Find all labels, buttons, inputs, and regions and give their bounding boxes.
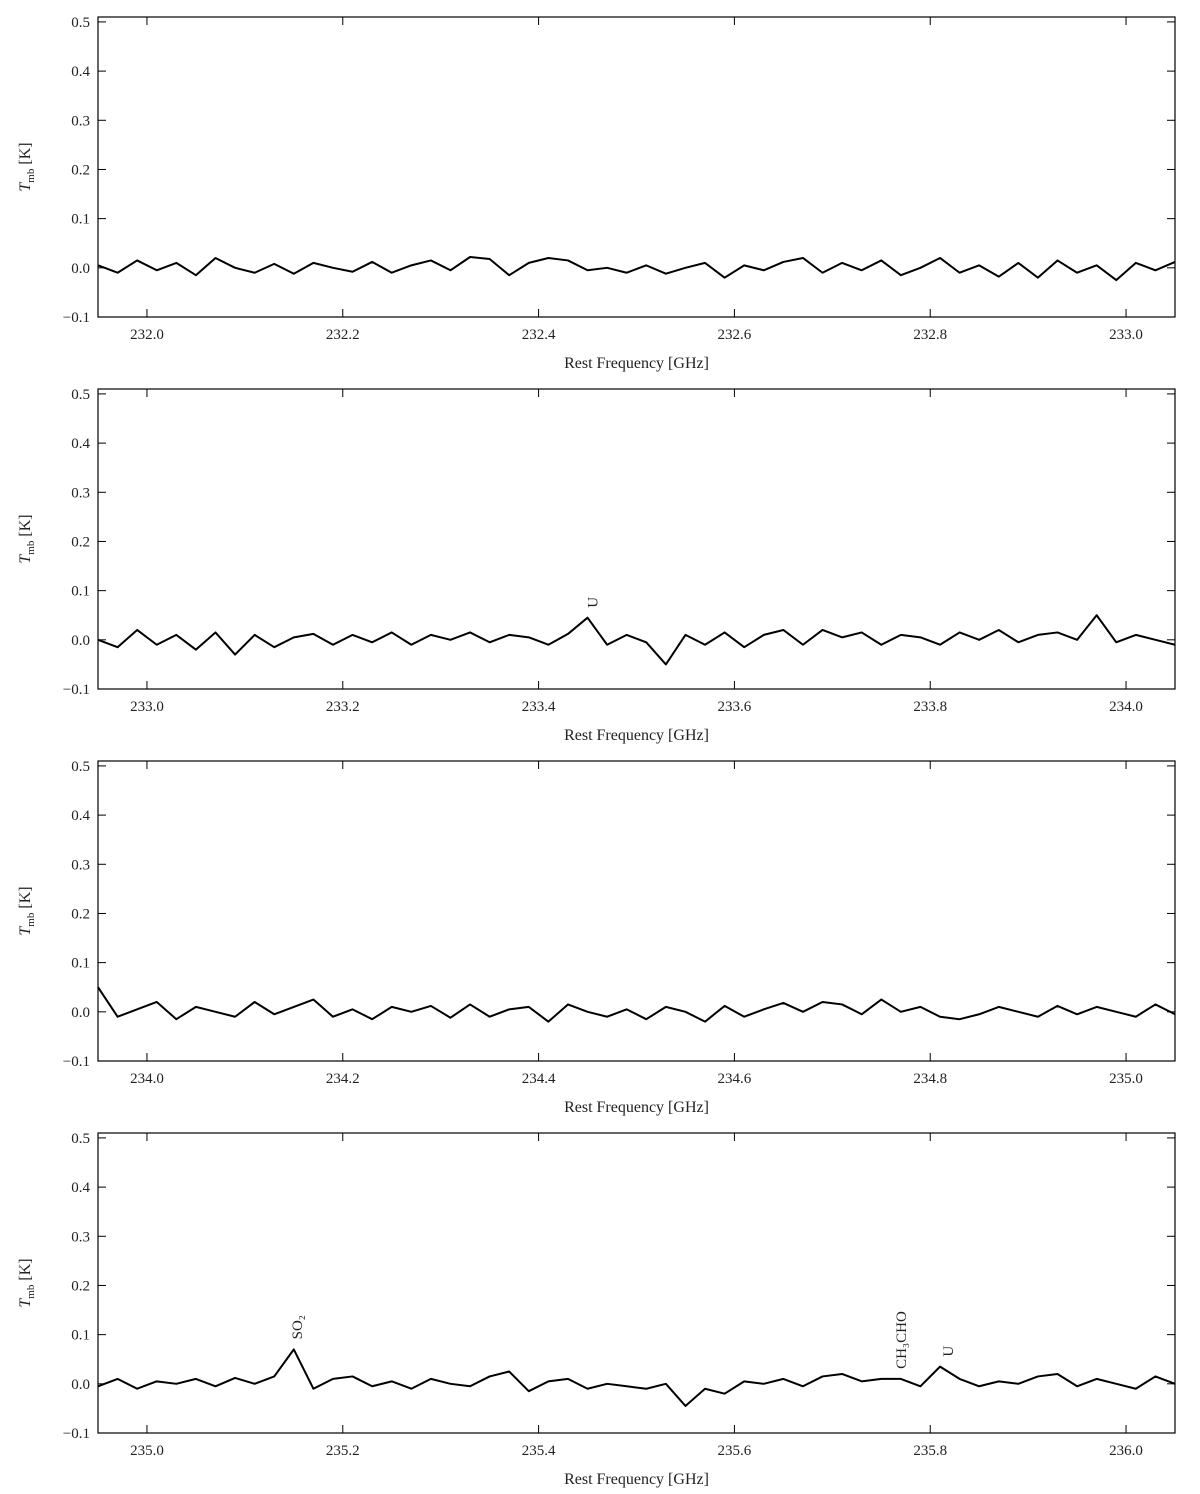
y-label-symbol: T [17,182,34,192]
x-tick-label: 233.4 [522,699,556,715]
x-tick-label: 232.8 [913,327,947,343]
y-tick-label: 0.0 [71,261,90,277]
x-tick-label: 233.2 [326,699,360,715]
x-tick-label: 234.6 [718,1071,752,1087]
y-tick-label: 0.5 [71,15,90,31]
line-annotation: CH₃CHO [894,1311,910,1369]
x-tick-label: 232.0 [130,327,164,343]
x-tick-label: 233.0 [130,699,164,715]
panel: 232.0 232.2 232.4 232.6 232.8 233.0 −0.1 0.0 0.1… [17,15,1176,372]
y-tick-label: 0.2 [71,906,90,922]
y-tick-label: 0.4 [71,808,90,824]
axes-frame [97,16,1176,318]
y-tick-label: 0.2 [71,162,90,178]
axes-frame [97,1132,1176,1434]
spectrum-line [97,986,1176,1023]
y-tick-label: 0.1 [71,1328,90,1344]
x-tick-label: 233.8 [913,699,947,715]
axes-frame [97,760,1176,1062]
y-label-subscript: mb [25,168,37,183]
y-tick-label: −0.1 [63,1426,90,1442]
line-annotation: U [941,1346,957,1357]
x-tick-label: 232.2 [326,327,360,343]
y-tick-label: 0.1 [71,956,90,972]
y-tick-label: −0.1 [63,1054,90,1070]
x-tick-label: 235.6 [718,1443,752,1459]
x-tick-label: 235.8 [913,1443,947,1459]
line-annotation: SO₂ [290,1315,306,1339]
x-tick-label: 232.4 [522,327,556,343]
x-tick-label: 234.4 [522,1071,556,1087]
panel: 235.0 235.2 235.4 235.6 235.8 236.0 −0.1 0.0 0.1… [17,1131,1176,1488]
y-tick-label: 0.4 [71,1180,90,1196]
y-axis-label: Tmb [K] [17,142,37,191]
y-label-symbol: T [17,926,34,936]
y-tick-label: 0.4 [71,64,90,80]
y-tick-label: 0.0 [71,633,90,649]
spectrum-line [97,256,1176,282]
y-axis-label: Tmb [K] [17,1258,37,1307]
y-axis-label: Tmb [K] [17,514,37,563]
y-tick-label: 0.3 [71,485,90,501]
panel: 234.0 234.2 234.4 234.6 234.8 235.0 −0.1 0.0 0.1… [17,759,1176,1116]
y-axis-label: Tmb [K] [17,886,37,935]
x-tick-label: 234.0 [1109,699,1143,715]
y-tick-label: 0.5 [71,387,90,403]
y-tick-label: 0.2 [71,534,90,550]
x-tick-label: 234.8 [913,1071,947,1087]
x-tick-label: 235.0 [130,1443,164,1459]
x-axis-label: Rest Frequency [GHz] [564,727,709,744]
x-tick-label: 232.6 [718,327,752,343]
y-label-symbol: T [17,1298,34,1308]
y-tick-label: 0.0 [71,1377,90,1393]
y-tick-label: 0.2 [71,1278,90,1294]
spectrum-line [97,614,1176,666]
x-tick-label: 235.4 [522,1443,556,1459]
x-tick-label: 236.0 [1109,1443,1143,1459]
y-tick-label: 0.1 [71,212,90,228]
y-tick-label: 0.1 [71,584,90,600]
x-tick-label: 235.2 [326,1443,360,1459]
panel: 233.0 233.2 233.4 233.6 233.8 234.0 −0.1 0.0 0.1… [17,387,1176,744]
y-tick-label: 0.5 [71,1131,90,1147]
y-label-symbol: T [17,554,34,564]
x-tick-label: 235.0 [1109,1071,1143,1087]
y-label-subscript: mb [25,912,37,927]
x-tick-label: 234.0 [130,1071,164,1087]
y-tick-label: 0.5 [71,759,90,775]
x-axis-label: Rest Frequency [GHz] [564,1099,709,1116]
y-label-subscript: mb [25,540,37,555]
y-label-subscript: mb [25,1284,37,1299]
x-axis-label: Rest Frequency [GHz] [564,1471,709,1488]
line-annotation: U [585,597,601,608]
x-tick-label: 233.6 [718,699,752,715]
y-tick-label: 0.3 [71,857,90,873]
y-label-unit: [K] [17,886,34,908]
y-tick-label: 0.3 [71,1229,90,1245]
y-label-unit: [K] [17,514,34,536]
y-tick-label: −0.1 [63,310,90,326]
y-tick-label: 0.0 [71,1005,90,1021]
x-tick-label: 234.2 [326,1071,360,1087]
y-label-unit: [K] [17,1258,34,1280]
spectrum-line [97,1348,1176,1407]
x-axis-label: Rest Frequency [GHz] [564,355,709,372]
y-tick-label: −0.1 [63,682,90,698]
x-tick-label: 233.0 [1109,327,1143,343]
y-label-unit: [K] [17,142,34,164]
y-tick-label: 0.3 [71,113,90,129]
y-tick-label: 0.4 [71,436,90,452]
axes-frame [97,388,1176,690]
